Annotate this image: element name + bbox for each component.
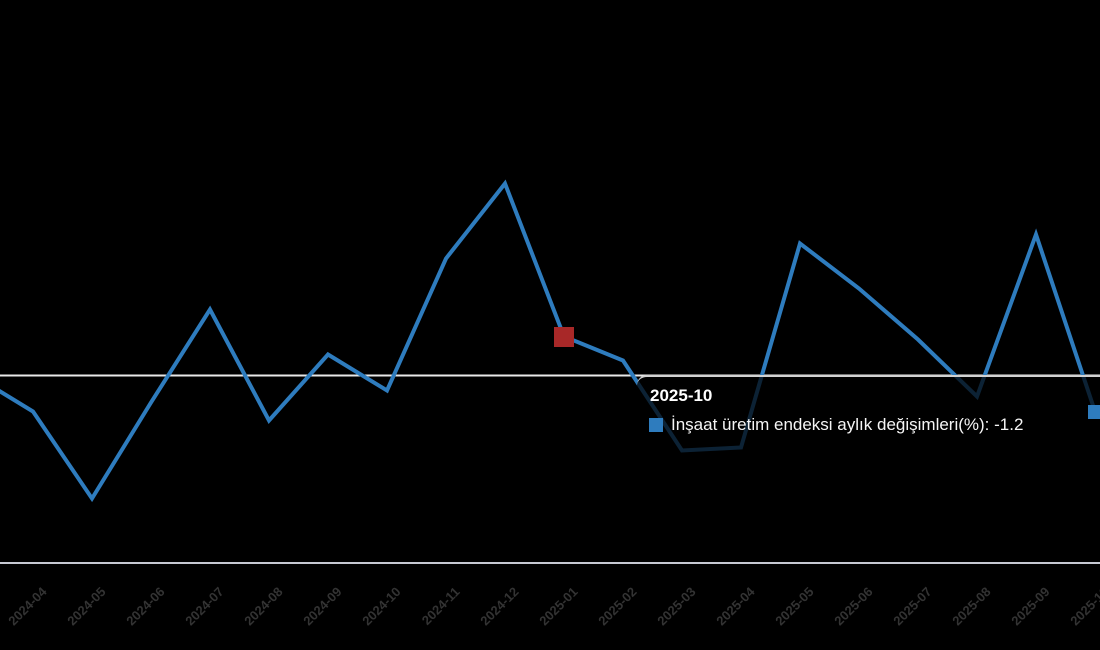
active-point-marker[interactable]: [1088, 404, 1100, 419]
tooltip-series-text: İnşaat üretim endeksi aylık değişimleri(…: [671, 415, 1024, 434]
tooltip: 2025-10 İnşaat üretim endeksi aylık deği…: [637, 375, 1100, 455]
tooltip-title: 2025-10: [650, 386, 713, 405]
series-line[interactable]: [0, 179, 1097, 503]
series-legend-swatch-icon: [649, 418, 663, 432]
highlight-point-marker[interactable]: [554, 326, 574, 347]
tooltip-series-row: İnşaat üretim endeksi aylık değişimleri(…: [649, 415, 1097, 435]
